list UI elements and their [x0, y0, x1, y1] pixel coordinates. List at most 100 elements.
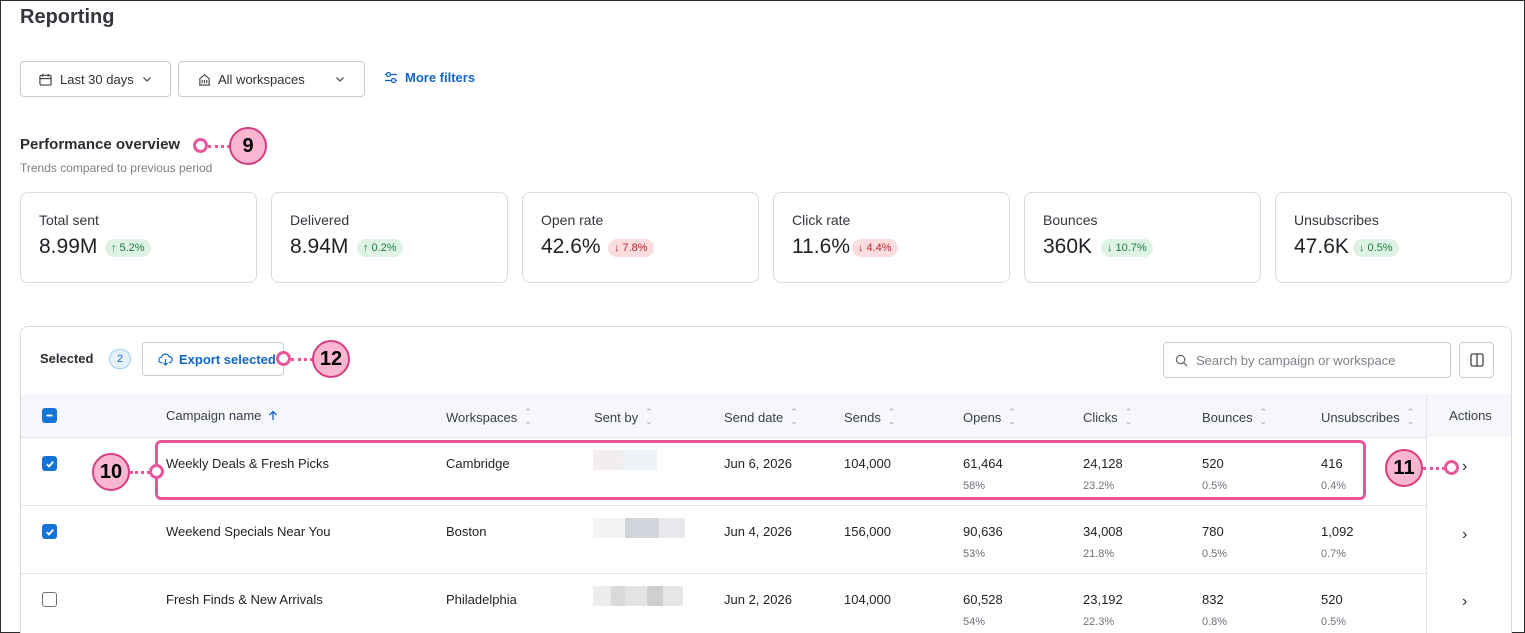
- performance-overview-title: Performance overview: [20, 136, 181, 153]
- selected-label: Selected: [40, 351, 94, 366]
- callout-9-marker: [193, 138, 208, 153]
- arrow-down-icon: ↓: [614, 242, 620, 254]
- metric-label: Bounces: [1043, 212, 1098, 228]
- metric-change-value: 0.2%: [371, 242, 397, 254]
- sent-by-redacted: [663, 586, 683, 606]
- table-row[interactable]: Fresh Finds & New Arrivals Philadelphia Ju…: [21, 573, 1511, 633]
- export-selected-button[interactable]: Export selected: [142, 342, 284, 376]
- callout-12-connector: [291, 358, 313, 361]
- metric-change-value: 10.7%: [1115, 242, 1147, 254]
- column-header-unsubscribes[interactable]: Unsubscribes ⌃ ⌄: [1321, 407, 1415, 426]
- table-row[interactable]: Weekend Specials Near You Boston Jun 4, 20…: [21, 505, 1511, 573]
- workspace-cell: Boston: [446, 524, 487, 539]
- clicks-cell: 24,128: [1083, 456, 1123, 471]
- workspace-cell: Philadelphia: [446, 592, 517, 607]
- opens-cell: 60,528: [963, 592, 1003, 607]
- metric-value: 11.6%: [792, 235, 850, 258]
- callout-10-marker: [149, 464, 164, 479]
- callout-9-connector: [208, 145, 230, 148]
- metric-change-badge: ↓ 7.8%: [608, 239, 654, 257]
- column-header-workspaces[interactable]: Workspaces ⌃ ⌄: [446, 407, 532, 426]
- clicks-cell: 34,008: [1083, 524, 1123, 539]
- select-all-checkbox[interactable]: [42, 408, 57, 423]
- unsubscribes-percent: 0.5%: [1321, 616, 1347, 628]
- bounces-percent: 0.5%: [1202, 480, 1228, 492]
- check-icon: [45, 528, 54, 536]
- metric-card-unsubscribes: Unsubscribes 47.6K ↓ 0.5%: [1275, 192, 1512, 283]
- column-header-bounces[interactable]: Bounces ⌃ ⌄: [1202, 407, 1268, 426]
- metric-card-delivered: Delivered 8.94M ↑ 0.2%: [271, 192, 508, 283]
- send-date-cell: Jun 4, 2026: [724, 524, 792, 539]
- campaign-name-link[interactable]: Weekly Deals & Fresh Picks: [166, 456, 330, 471]
- campaign-search-field[interactable]: [1163, 342, 1451, 378]
- unsubscribes-cell: 520: [1321, 592, 1343, 607]
- more-filters-button[interactable]: More filters: [384, 70, 475, 85]
- unsubscribes-cell: 1,092: [1321, 524, 1354, 539]
- row-checkbox[interactable]: [42, 456, 57, 471]
- metric-card-bounces: Bounces 360K ↓ 10.7%: [1024, 192, 1261, 283]
- sent-by-redacted: [625, 586, 647, 606]
- row-checkbox[interactable]: [42, 524, 57, 539]
- metric-change-badge: ↓ 10.7%: [1101, 239, 1153, 257]
- table-header: Campaign name Workspaces ⌃ ⌄ Sent by ⌃ ⌄ Sen…: [21, 394, 1511, 437]
- bounces-cell: 832: [1202, 592, 1224, 607]
- row-checkbox[interactable]: [42, 592, 57, 607]
- unsubscribes-cell: 416: [1321, 456, 1343, 471]
- sent-by-redacted: [611, 586, 625, 606]
- bounces-percent: 0.5%: [1202, 548, 1228, 560]
- workspace-dropdown[interactable]: All workspaces: [178, 61, 365, 97]
- send-date-cell: Jun 2, 2026: [724, 592, 792, 607]
- calendar-icon: [39, 73, 52, 86]
- campaign-name-link[interactable]: Weekend Specials Near You: [166, 524, 331, 539]
- column-header-sent-by[interactable]: Sent by ⌃ ⌄: [594, 407, 653, 426]
- column-settings-button[interactable]: [1459, 342, 1494, 378]
- campaign-search-input[interactable]: [1196, 352, 1436, 368]
- search-icon: [1175, 354, 1188, 366]
- column-header-clicks[interactable]: Clicks ⌃ ⌄: [1083, 407, 1133, 426]
- column-header-actions: Actions: [1427, 394, 1511, 437]
- callout-11-badge: 11: [1385, 449, 1423, 487]
- metric-change-badge: ↑ 0.2%: [357, 239, 403, 257]
- row-details-chevron-icon[interactable]: ›: [1462, 526, 1468, 543]
- arrow-down-icon: ↓: [1107, 242, 1113, 254]
- opens-percent: 58%: [963, 480, 986, 492]
- column-header-campaign-name[interactable]: Campaign name: [166, 408, 278, 423]
- send-date-cell: Jun 6, 2026: [724, 456, 792, 471]
- highlighted-row-frame: [155, 440, 1366, 500]
- sent-by-redacted: [647, 586, 663, 606]
- table-row[interactable]: Weekly Deals & Fresh Picks Cambridge Jun 6…: [21, 437, 1511, 505]
- metric-card-open-rate: Open rate 42.6% ↓ 7.8%: [522, 192, 759, 283]
- callout-12-marker: [276, 351, 291, 366]
- callout-11-marker: [1444, 460, 1459, 475]
- metric-change-badge: ↓ 4.4%: [852, 239, 898, 257]
- campaign-name-link[interactable]: Fresh Finds & New Arrivals: [166, 592, 323, 607]
- unsubscribes-percent: 0.4%: [1321, 480, 1347, 492]
- metric-card-click-rate: Click rate 11.6% ↓ 4.4%: [773, 192, 1010, 283]
- metric-change-value: 0.5%: [1367, 242, 1393, 254]
- metric-change-badge: ↓ 0.5%: [1353, 239, 1399, 257]
- workspace-label: All workspaces: [218, 71, 305, 87]
- more-filters-label: More filters: [405, 70, 476, 85]
- clicks-percent: 22.3%: [1083, 616, 1115, 628]
- campaign-table-card: Selected 2 Export selected Campaign name…: [20, 326, 1512, 633]
- metric-change-value: 5.2%: [119, 242, 145, 254]
- metric-label: Unsubscribes: [1294, 212, 1379, 228]
- date-range-dropdown[interactable]: Last 30 days: [20, 61, 171, 97]
- sort-icon: ⌃ ⌄: [1124, 407, 1133, 426]
- column-header-opens[interactable]: Opens ⌃ ⌄: [963, 407, 1016, 426]
- bounces-cell: 520: [1202, 456, 1224, 471]
- callout-9-badge: 9: [229, 127, 267, 165]
- clicks-percent: 23.2%: [1083, 480, 1115, 492]
- metric-label: Delivered: [290, 212, 350, 228]
- row-details-chevron-icon[interactable]: ›: [1462, 593, 1468, 610]
- unsubscribes-percent: 0.7%: [1321, 548, 1347, 560]
- arrow-up-icon: ↑: [363, 242, 369, 254]
- row-details-chevron-icon[interactable]: ›: [1462, 458, 1468, 475]
- column-header-sends[interactable]: Sends ⌃ ⌄: [844, 407, 896, 426]
- sort-icon: ⌃ ⌄: [1259, 407, 1268, 426]
- sent-by-redacted: [593, 586, 611, 606]
- sent-by-redacted: [623, 450, 657, 470]
- column-header-send-date[interactable]: Send date ⌃ ⌄: [724, 407, 798, 426]
- page-title: Reporting: [20, 6, 115, 28]
- sliders-icon: [385, 71, 397, 84]
